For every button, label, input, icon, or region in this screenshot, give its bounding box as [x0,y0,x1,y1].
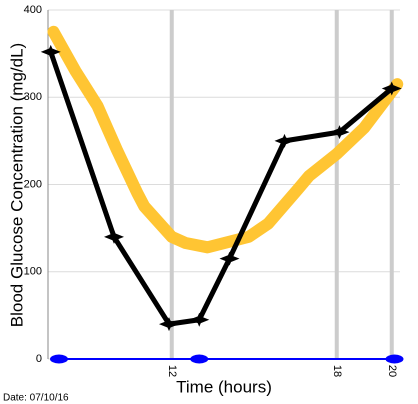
x-axis-label: Time (hours) [176,377,272,396]
marker [104,229,124,244]
marker [385,354,404,364]
marker [40,44,61,59]
x-tick-label: 18 [331,365,343,377]
series-line [47,25,404,254]
marker [50,354,68,364]
y-axis-label: Blood Glucose Concentration (mg/dL) [7,43,26,327]
y-tick-label: 100 [24,266,42,278]
marker [189,312,210,327]
marker [329,125,350,140]
marker [381,81,402,96]
x-tick-label: 12 [166,365,178,377]
x-tick-label: 20 [386,365,398,377]
y-tick-label: 400 [24,4,42,16]
marker [159,317,179,332]
y-tick-label: 300 [24,91,42,103]
footnote: Date: 07/10/16 [3,393,69,404]
marker [219,251,240,266]
marker [190,354,209,364]
y-tick-label: 200 [24,178,42,190]
marker [274,133,295,148]
y-tick-label: 0 [36,353,42,365]
series-line [48,49,395,327]
